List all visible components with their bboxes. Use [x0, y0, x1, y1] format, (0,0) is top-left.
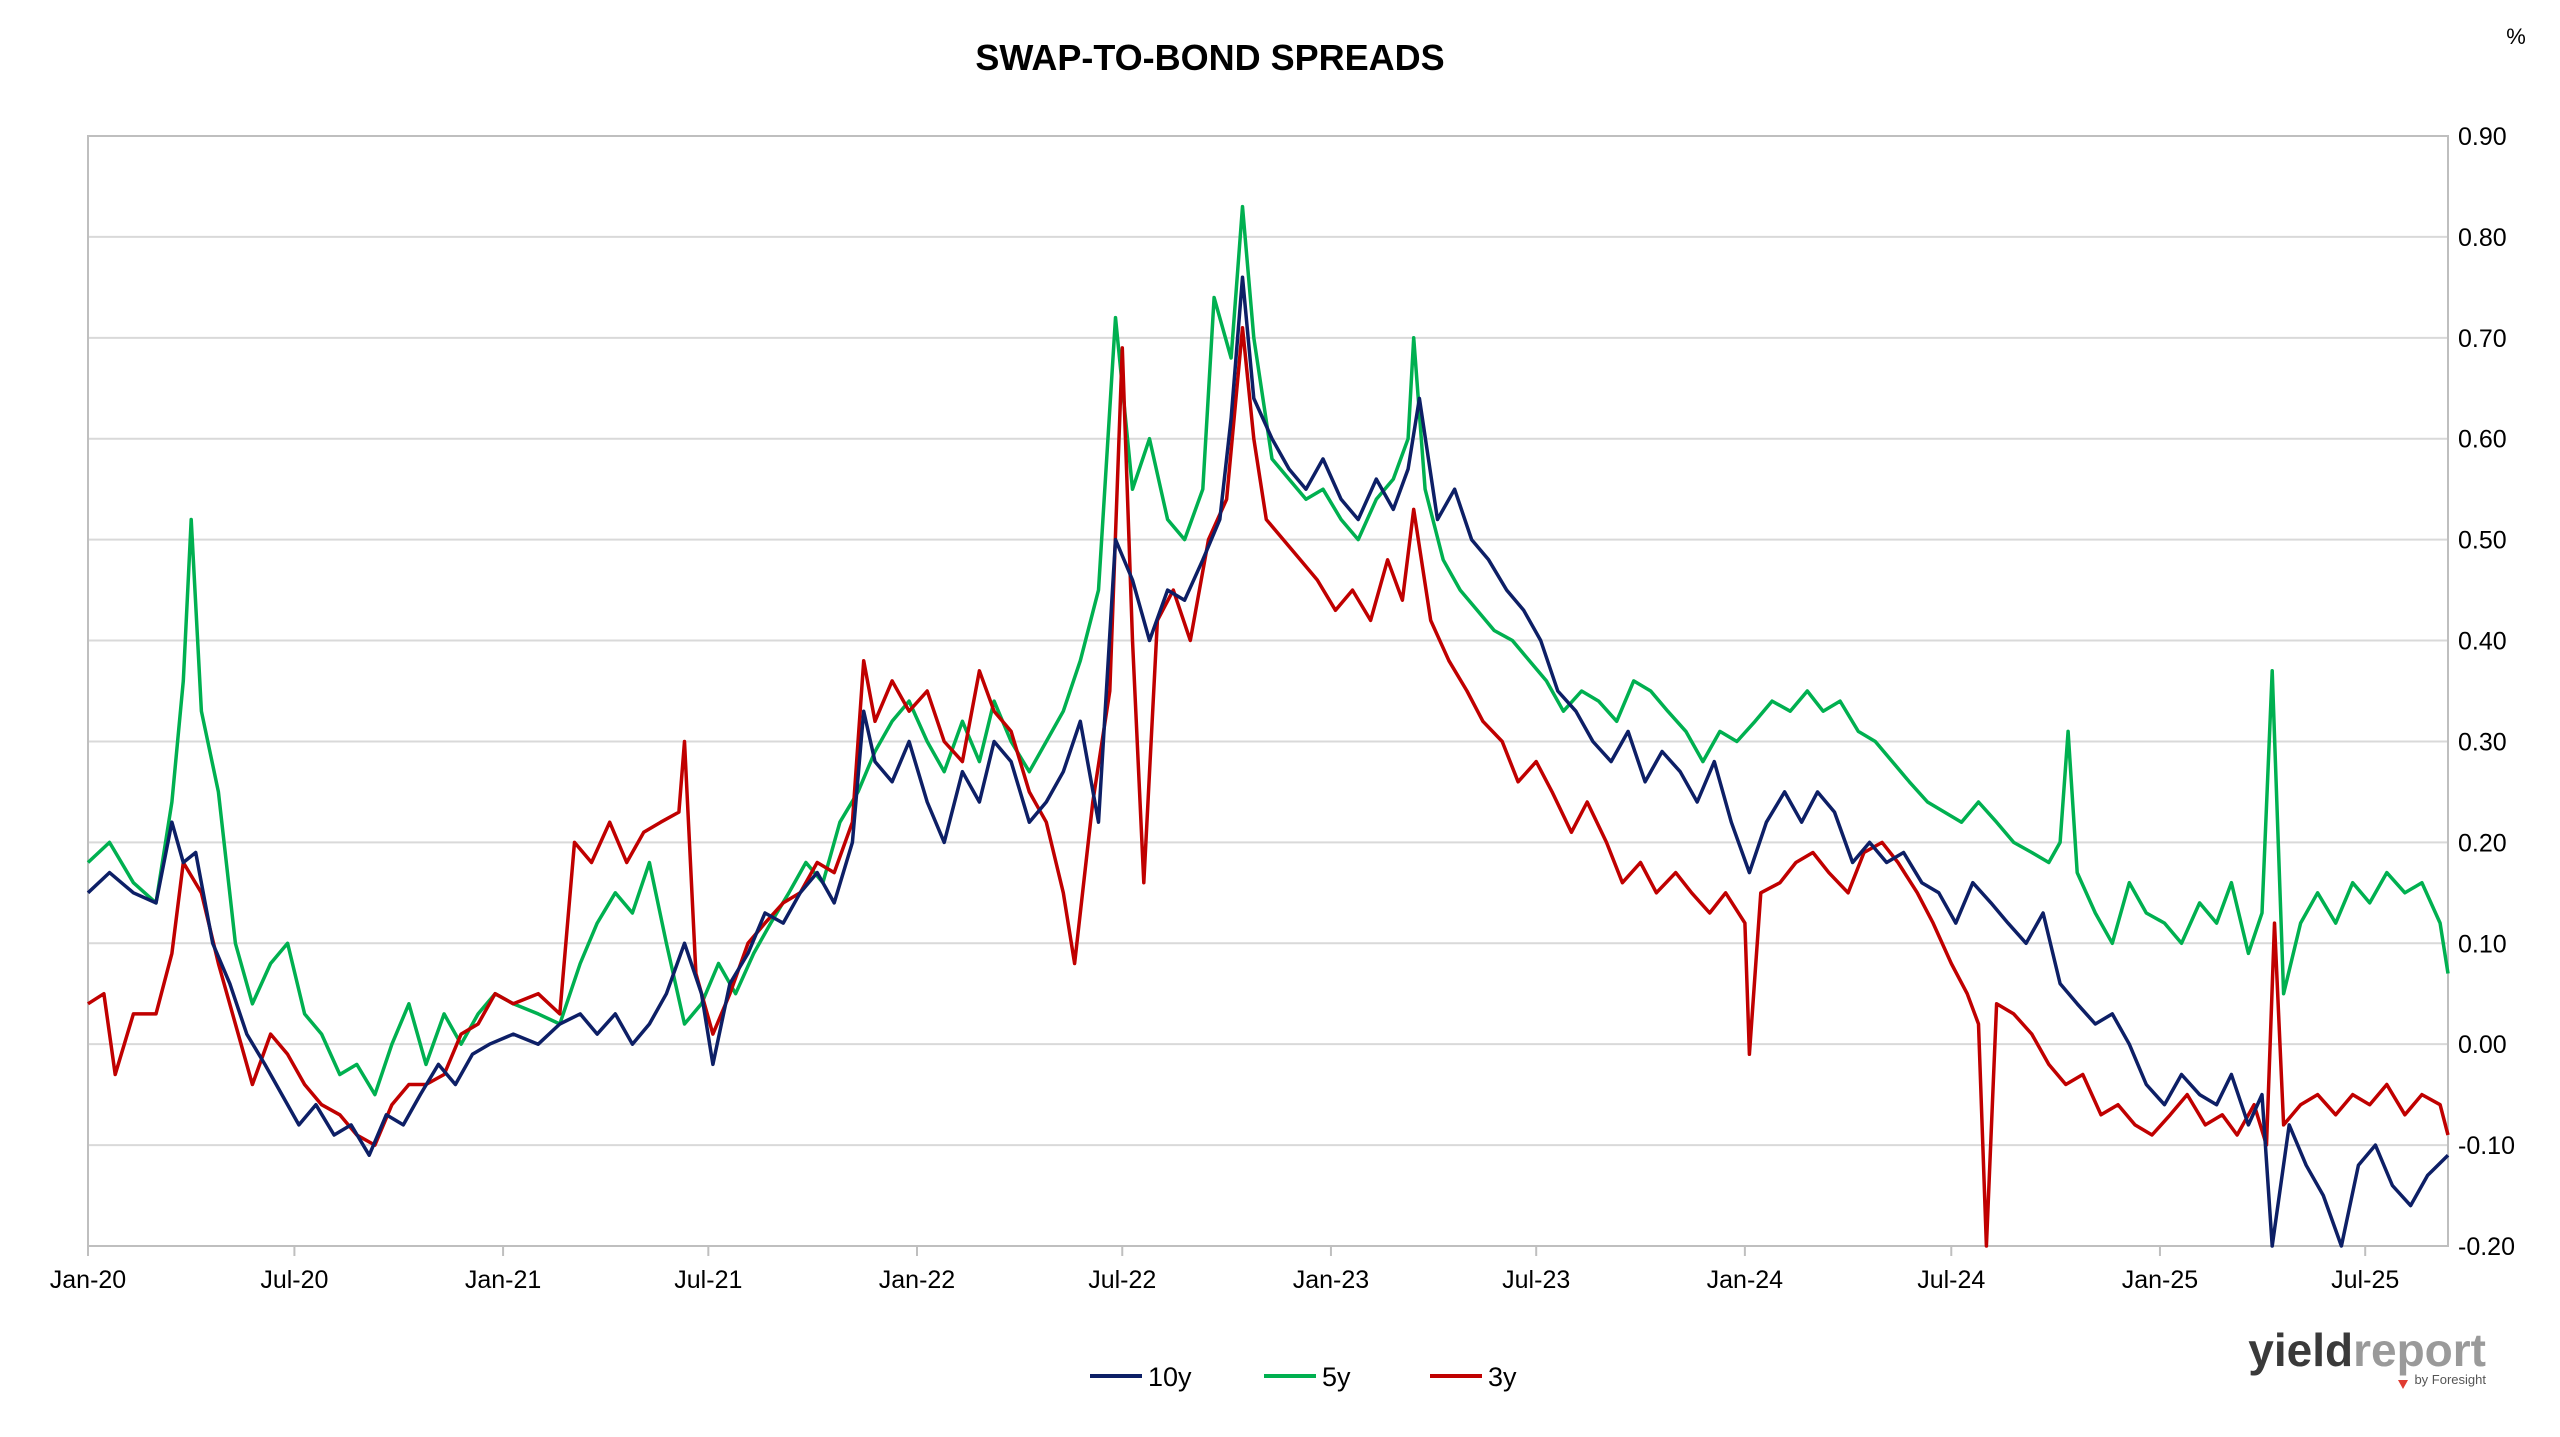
y-tick-label: 0.00	[2458, 1031, 2507, 1059]
series-lines	[86, 204, 2450, 1248]
legend-label-10y: 10y	[1148, 1362, 1192, 1392]
yieldreport-logo: yieldreport by Foresight	[2248, 1324, 2486, 1389]
logo-sub-text: by Foresight	[2414, 1372, 2486, 1387]
series-line-5y	[86, 204, 2450, 1097]
y-tick-label: 0.10	[2458, 930, 2507, 958]
x-tick-label: Jan-25	[2122, 1266, 2198, 1294]
y-tick-label: 0.60	[2458, 426, 2507, 454]
chart-title: SWAP-TO-BOND SPREADS	[975, 37, 1444, 78]
x-tick-label: Jul-24	[1917, 1266, 1985, 1294]
legend-label-3y: 3y	[1488, 1362, 1517, 1392]
unit-label: %	[2506, 24, 2526, 49]
y-axis-tick-labels: 0.90 0.80 0.70 0.60 0.50 0.40 0.30 0.20 0.10 0.00…	[2458, 123, 2515, 1261]
x-tick-label: Jan-24	[1707, 1266, 1784, 1294]
y-tick-label: 0.40	[2458, 628, 2507, 656]
x-tick-label: Jul-25	[2331, 1266, 2399, 1294]
x-axis-tick-labels: Jan-20 Jul-20 Jan-21 Jul-21 Jan-22 Jul-22 Jan-…	[50, 1246, 2399, 1294]
x-tick-label: Jan-23	[1293, 1266, 1369, 1294]
legend-label-5y: 5y	[1322, 1362, 1351, 1392]
series-line-10y	[86, 275, 2450, 1248]
logo-triangle-icon	[2398, 1380, 2408, 1389]
x-tick-label: Jul-21	[674, 1266, 742, 1294]
y-tick-label: -0.20	[2458, 1233, 2515, 1261]
y-tick-label: -0.10	[2458, 1132, 2515, 1160]
x-tick-label: Jul-20	[260, 1266, 328, 1294]
gridlines	[88, 135, 2448, 1247]
y-tick-label: 0.80	[2458, 224, 2507, 252]
svg-text:yieldreport: yieldreport	[2248, 1324, 2486, 1376]
x-tick-label: Jan-20	[50, 1266, 126, 1294]
x-tick-label: Jan-21	[465, 1266, 541, 1294]
plot-area-border	[87, 135, 2449, 1247]
y-tick-label: 0.90	[2458, 123, 2507, 151]
legend: 10y 5y 3y	[1090, 1362, 1517, 1392]
y-tick-label: 0.30	[2458, 728, 2507, 756]
y-tick-label: 0.50	[2458, 527, 2507, 555]
logo-part-report: report	[2353, 1324, 2486, 1376]
x-tick-label: Jul-23	[1502, 1266, 1570, 1294]
logo-part-yield: yield	[2248, 1324, 2353, 1376]
series-line-3y	[87, 325, 2450, 1248]
x-tick-label: Jan-22	[879, 1266, 955, 1294]
x-tick-label: Jul-22	[1088, 1266, 1156, 1294]
y-tick-label: 0.20	[2458, 829, 2507, 857]
y-tick-label: 0.70	[2458, 325, 2507, 353]
